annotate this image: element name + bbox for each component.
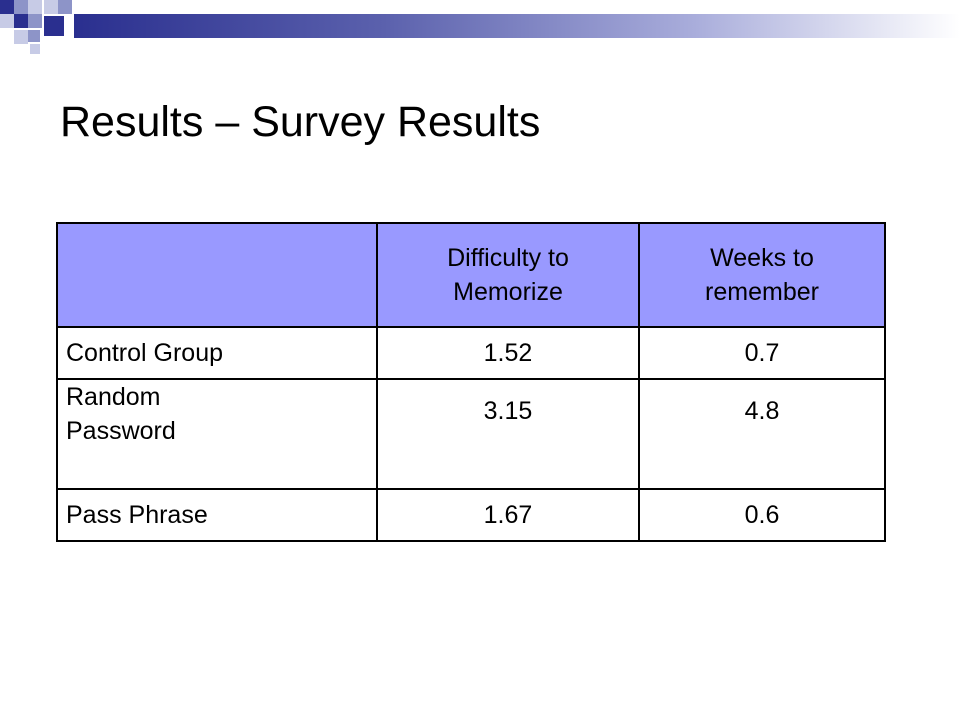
deco-square <box>28 30 40 42</box>
difficulty-value: 1.52 <box>376 326 640 380</box>
header-weeks-label: Weeks to remember <box>705 244 819 306</box>
header-cell-weeks: Weeks to remember <box>638 222 886 328</box>
deco-square <box>30 44 40 54</box>
survey-results-table: Difficulty to Memorize Weeks to remember… <box>56 222 886 542</box>
deco-square <box>44 16 64 36</box>
weeks-value: 4.8 <box>638 378 886 490</box>
slide-title: Results – Survey Results <box>60 98 541 146</box>
difficulty-value: 1.67 <box>376 488 640 542</box>
table-row: Pass Phrase 1.67 0.6 <box>56 488 886 542</box>
deco-square <box>28 0 42 14</box>
deco-square <box>14 14 28 28</box>
deco-square <box>14 30 28 44</box>
table-row: Control Group 1.52 0.7 <box>56 326 886 380</box>
header-cell-blank <box>56 222 378 328</box>
deco-square <box>44 0 58 14</box>
table-row: Random Password 3.15 4.8 <box>56 378 886 490</box>
row-label-text: Random Password <box>66 383 176 445</box>
weeks-value: 0.6 <box>638 488 886 542</box>
deco-square <box>58 0 72 14</box>
header-cell-difficulty: Difficulty to Memorize <box>376 222 640 328</box>
header-gradient-bar <box>74 14 960 38</box>
deco-square <box>0 0 14 14</box>
row-label: Control Group <box>56 326 378 380</box>
row-label: Pass Phrase <box>56 488 378 542</box>
deco-square <box>28 14 42 28</box>
weeks-value: 0.7 <box>638 326 886 380</box>
row-label: Random Password <box>56 378 378 490</box>
difficulty-value: 3.15 <box>376 378 640 490</box>
deco-square <box>0 14 14 28</box>
header-difficulty-label: Difficulty to Memorize <box>447 244 569 306</box>
table-header-row: Difficulty to Memorize Weeks to remember <box>56 222 886 328</box>
deco-square <box>14 0 28 14</box>
